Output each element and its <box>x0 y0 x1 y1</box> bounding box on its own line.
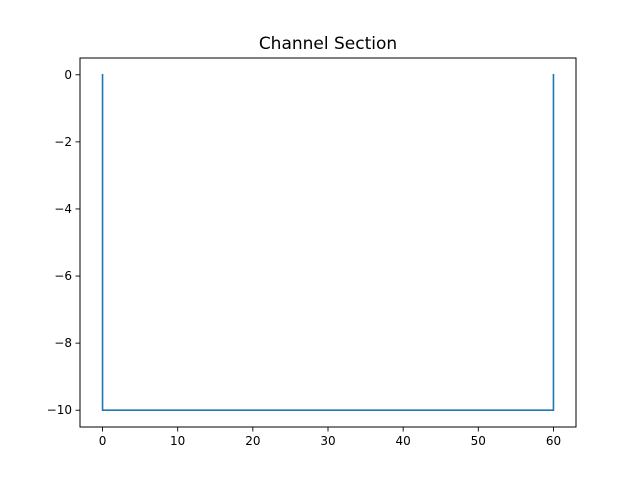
y-tick-label-0: 0 <box>64 68 72 82</box>
y-tick-label-4: −8 <box>54 336 72 350</box>
x-tick-label-6: 60 <box>546 434 561 448</box>
y-tick-label-5: −10 <box>47 403 72 417</box>
y-tick-label-1: −2 <box>54 135 72 149</box>
x-tick-label-0: 0 <box>99 434 107 448</box>
y-tick-label-2: −4 <box>54 202 72 216</box>
x-tick-label-4: 40 <box>396 434 411 448</box>
x-tick-label-3: 30 <box>320 434 335 448</box>
x-tick-label-1: 10 <box>170 434 185 448</box>
chart-title: Channel Section <box>259 34 397 54</box>
y-tick-label-3: −6 <box>54 269 72 283</box>
plot-area: 0 10 20 30 40 50 60 0 −2 −4 −6 −8 −10 <box>47 57 577 448</box>
x-tick-label-2: 20 <box>245 434 260 448</box>
x-tick-label-5: 50 <box>471 434 486 448</box>
series-line-0 <box>101 73 555 412</box>
